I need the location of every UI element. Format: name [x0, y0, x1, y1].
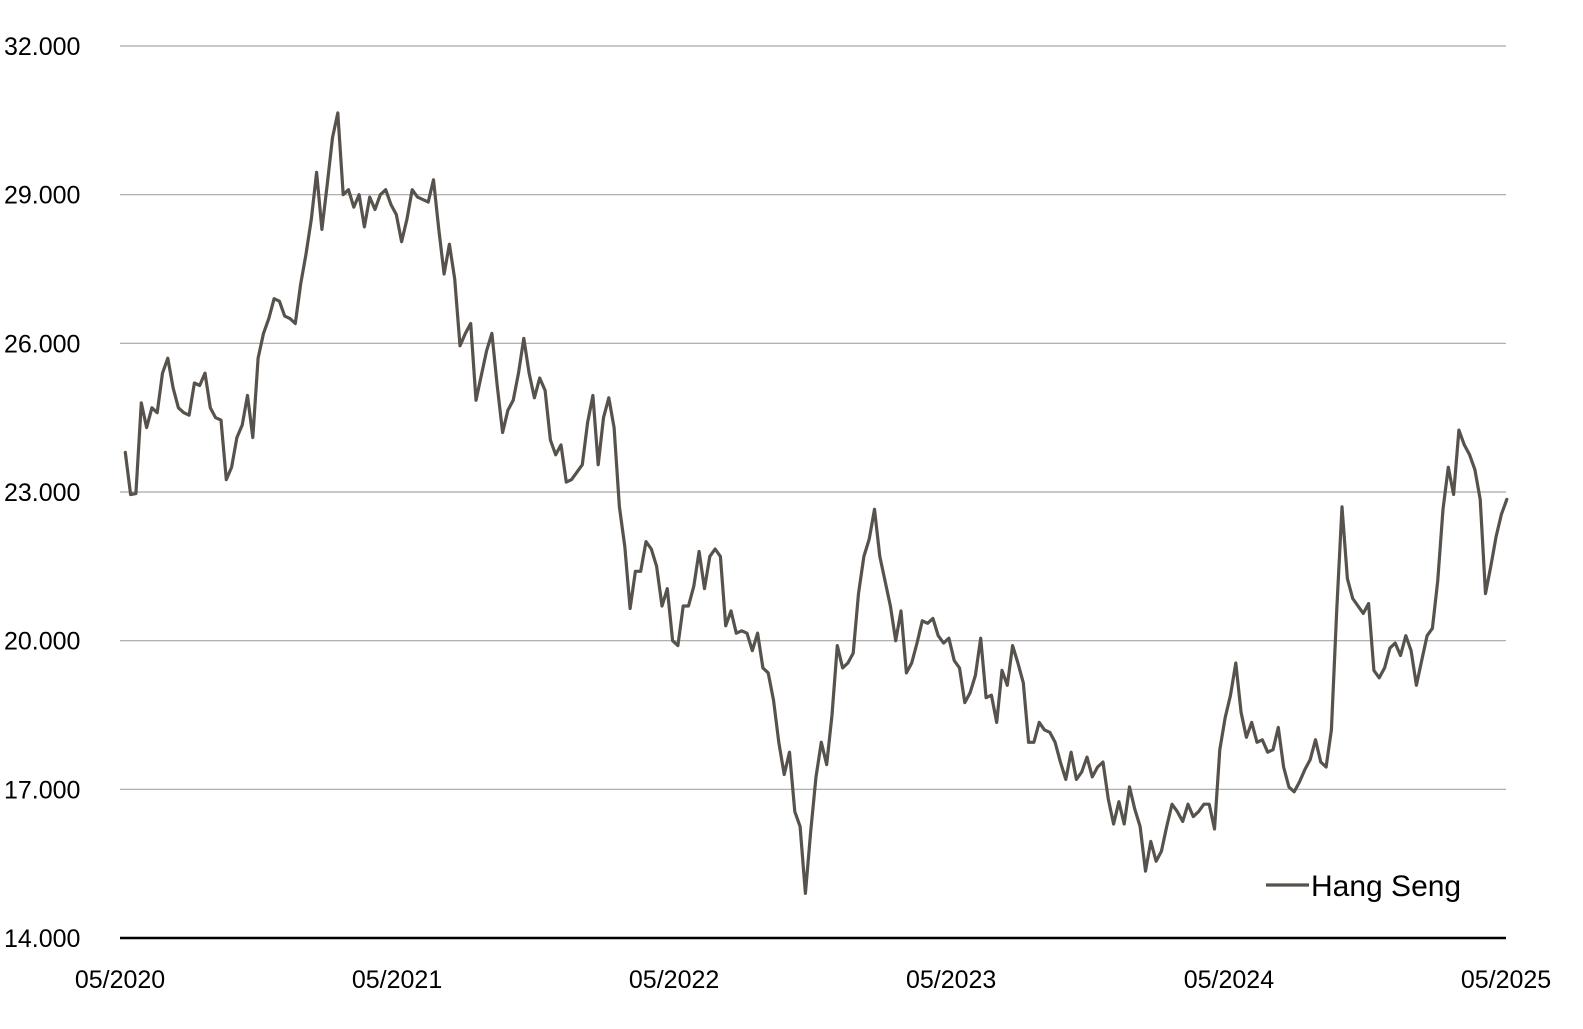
y-axis-tick-labels: 14.000 17.000 20.000 23.000 26.000 29.000 32.0…	[4, 33, 80, 953]
x-tick-label: 05/2024	[1184, 966, 1274, 994]
y-tick-label: 29.000	[4, 182, 80, 210]
y-tick-label: 23.000	[4, 479, 80, 507]
gridlines	[120, 45, 1506, 790]
y-tick-label: 26.000	[4, 330, 80, 358]
x-tick-label: 05/2025	[1461, 966, 1551, 994]
legend-label-hang-seng: Hang Seng	[1311, 870, 1461, 903]
x-tick-label: 05/2020	[75, 966, 165, 994]
x-tick-label: 05/2021	[352, 966, 442, 994]
series-line-hang-seng	[123, 111, 1509, 895]
x-tick-label: 05/2022	[629, 966, 719, 994]
x-tick-label: 05/2023	[906, 966, 996, 994]
x-axis-tick-labels: 05/2020 05/2021 05/2022 05/2023 05/2024 05/20…	[75, 966, 1551, 994]
y-tick-label: 20.000	[4, 628, 80, 656]
y-tick-label: 14.000	[4, 925, 80, 953]
y-tick-label: 17.000	[4, 776, 80, 804]
y-tick-label: 32.000	[4, 33, 80, 61]
legend: Hang Seng	[1266, 870, 1461, 903]
